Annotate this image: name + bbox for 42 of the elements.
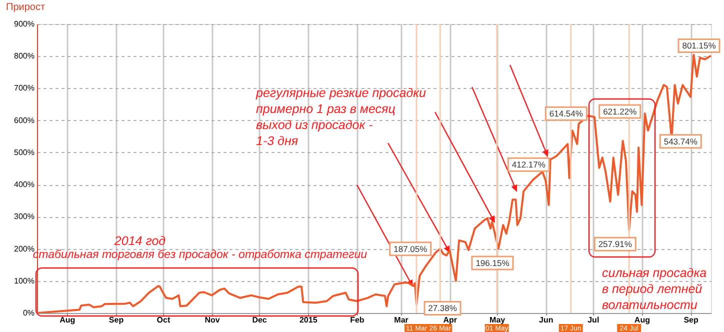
y-tick-label: 500%	[14, 148, 34, 157]
annotation: 196.15%	[476, 258, 510, 268]
x-tick-label: Oct	[156, 316, 170, 324]
x-tick-label: May	[490, 316, 506, 324]
x-tick-label: Nov	[204, 316, 220, 324]
annotation: примерно 1 раз в месяц	[256, 102, 396, 116]
annotation: выход из просадок -	[256, 118, 373, 132]
annotation: 412.17%	[512, 160, 546, 170]
annotation: 543.74%	[664, 136, 698, 146]
x-tick-label: Jul	[588, 316, 600, 324]
annotation: 621.22%	[603, 106, 638, 117]
y-tick-label: 900%	[14, 20, 34, 28]
annotation: регулярные резкие просадки	[255, 86, 426, 100]
annotation: 2014 год	[113, 234, 166, 248]
x-tick-label: Aug	[60, 316, 76, 324]
y-tick-label: 300%	[14, 212, 34, 222]
x-tick-label: 2015	[299, 316, 318, 324]
annotation: сильная просадка	[602, 266, 707, 280]
annotation: 257.91%	[598, 239, 632, 250]
y-tick-label: 800%	[14, 52, 34, 61]
annotation: 27.38%	[428, 303, 458, 314]
x-tick-label: Sep	[108, 316, 124, 324]
annotation: в период летней	[602, 282, 702, 296]
y-tick-label: 200%	[14, 244, 34, 254]
x-tick-label: Sep	[684, 316, 698, 324]
y-tick-label: 700%	[14, 84, 34, 93]
y-tick-label: 100%	[14, 276, 34, 286]
x-tick-label: Aug	[634, 316, 650, 324]
annotation: 801.15%	[682, 40, 716, 51]
x-tick-label: Jun	[539, 316, 554, 324]
annotation: 187.05%	[394, 244, 428, 254]
y-tick-label: 600%	[14, 116, 34, 125]
x-tick-label: Mar	[394, 316, 408, 324]
annotation: 614.54%	[549, 108, 584, 119]
y-tick-label: 400%	[14, 180, 34, 190]
chart-title: Прирост	[6, 2, 46, 13]
y-tick-label: 0%	[22, 308, 34, 318]
x-tick-label: Dec	[252, 316, 268, 324]
annotation: волатильности	[602, 298, 698, 312]
x-tick-label: Apr	[443, 316, 457, 324]
x-tick-label: Feb	[350, 316, 364, 324]
annotation: 1-3 дня	[256, 134, 298, 148]
